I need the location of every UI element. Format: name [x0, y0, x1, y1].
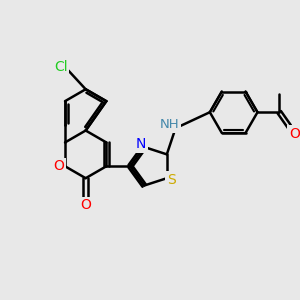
Text: N: N [136, 137, 146, 151]
Text: O: O [289, 127, 300, 141]
Text: O: O [80, 198, 91, 212]
Text: S: S [167, 172, 176, 187]
Text: NH: NH [160, 118, 179, 131]
Text: O: O [53, 159, 64, 173]
Text: Cl: Cl [54, 60, 68, 74]
